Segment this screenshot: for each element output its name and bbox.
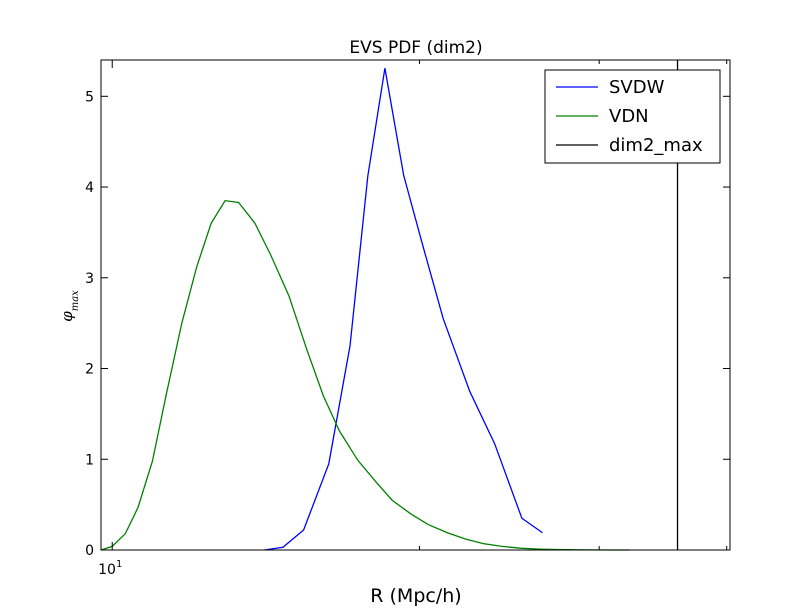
legend-label-dim2_max: dim2_max: [609, 135, 703, 156]
y-tick-label: 5: [85, 89, 94, 105]
chart-title: EVS PDF (dim2): [349, 38, 482, 58]
y-axis-label-base: φ: [58, 311, 76, 322]
x-tick-label-base: 10: [98, 562, 116, 578]
x-axis-label: R (Mpc/h): [370, 585, 461, 607]
y-tick-label: 2: [85, 362, 94, 378]
y-tick-label: 1: [85, 452, 94, 468]
y-tick-label: 4: [85, 180, 94, 196]
y-axis-label: φmax: [58, 290, 81, 322]
legend-label-VDN: VDN: [609, 106, 649, 127]
series-SVDW-line: [264, 68, 543, 551]
legend-label-SVDW: SVDW: [609, 77, 665, 98]
axes-frame: [100, 59, 731, 551]
series-VDN-line: [100, 199, 630, 551]
legend: SVDW VDN dim2_max: [544, 69, 721, 164]
x-tick-label-exponent: 1: [116, 559, 122, 570]
y-axis-label-sub: max: [70, 290, 81, 311]
y-tick-label: 0: [85, 543, 94, 559]
x-tick-label: 101: [98, 559, 122, 578]
y-tick-label: 3: [85, 271, 94, 287]
